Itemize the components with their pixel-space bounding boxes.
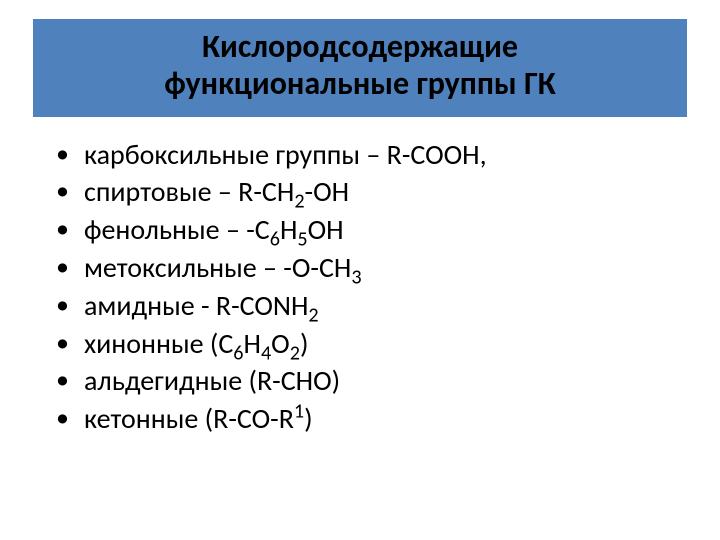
- list-item: фенольные – -C6H5OH: [56, 211, 692, 249]
- item-text: кетонные (R-CO-R1): [84, 401, 313, 436]
- item-text: амидные - R-CONH2: [84, 288, 319, 323]
- item-text: метоксильные – -O-CH3: [84, 250, 362, 285]
- list-item: метоксильные – -O-CH3: [56, 249, 692, 287]
- list-item: альдегидные (R-CHO): [56, 362, 692, 400]
- title-line-1: Кислородсодержащие: [202, 27, 518, 66]
- list-item: карбоксильные группы – R-COOH,: [56, 136, 692, 174]
- title-box: Кислородсодержащие функциональные группы…: [32, 18, 688, 118]
- list-item: кетонные (R-CO-R1): [56, 400, 692, 438]
- list-item: амидные - R-CONH2: [56, 287, 692, 325]
- list-item: спиртовые – R-CH2-OH: [56, 173, 692, 211]
- item-text: хинонные (C6H4O2): [84, 326, 308, 361]
- bullet-list: карбоксильные группы – R-COOH, спиртовые…: [28, 136, 692, 438]
- item-text: альдегидные (R-CHO): [84, 363, 340, 398]
- slide-title: Кислородсодержащие функциональные группы…: [49, 29, 671, 103]
- list-item: хинонные (C6H4O2): [56, 325, 692, 363]
- item-text: фенольные – -C6H5OH: [84, 212, 344, 247]
- item-text: спиртовые – R-CH2-OH: [84, 174, 349, 209]
- item-text: карбоксильные группы – R-COOH,: [84, 137, 487, 172]
- title-line-2: функциональные группы ГК: [164, 64, 556, 103]
